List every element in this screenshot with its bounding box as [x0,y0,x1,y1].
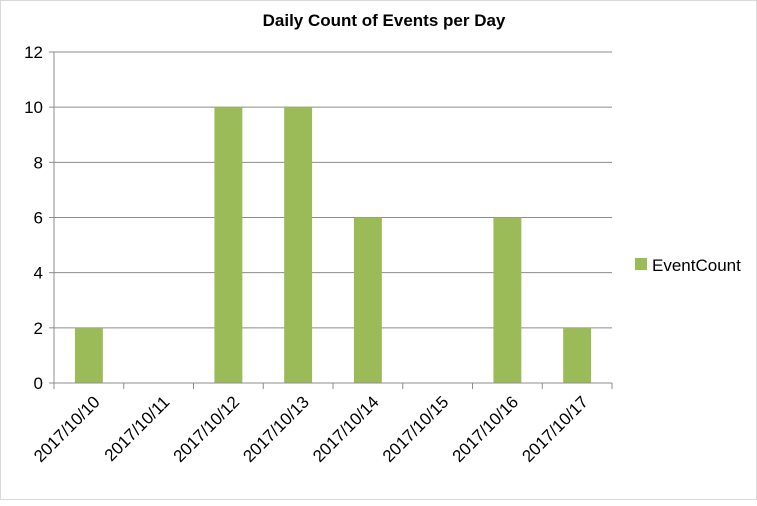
x-tick-label: 2017/10/14 [309,392,383,466]
y-axis-ticks: 0 2 4 6 8 10 12 [24,43,54,393]
y-tick-label: 8 [34,153,43,172]
legend-label: EventCount [652,256,741,275]
gridlines [54,51,612,329]
x-tick-label: 2017/10/12 [170,392,244,466]
bar-2017-10-12 [214,107,243,384]
y-tick-label: 12 [24,43,43,62]
bar-2017-10-16 [493,217,522,383]
x-tick-label: 2017/10/13 [239,392,313,466]
legend: EventCount [635,256,741,275]
bar-2017-10-13 [284,107,313,384]
x-axis-ticks: 2017/10/102017/10/112017/10/122017/10/13… [30,383,613,466]
bar-2017-10-17 [563,327,592,383]
y-tick-label: 10 [24,98,43,117]
y-tick-label: 4 [34,264,43,283]
x-tick-label: 2017/10/11 [101,392,174,465]
y-tick-label: 2 [34,319,43,338]
chart-title: Daily Count of Events per Day [263,11,506,30]
bars [74,107,592,384]
x-tick-label: 2017/10/15 [379,392,453,466]
x-tick-label: 2017/10/17 [518,392,592,466]
bar-2017-10-14 [353,217,382,383]
legend-swatch [635,258,647,270]
bar-2017-10-10 [74,327,103,383]
y-tick-label: 0 [34,374,43,393]
x-tick-label: 2017/10/16 [449,392,523,466]
y-tick-label: 6 [34,209,43,228]
x-tick-label: 2017/10/10 [30,392,104,466]
